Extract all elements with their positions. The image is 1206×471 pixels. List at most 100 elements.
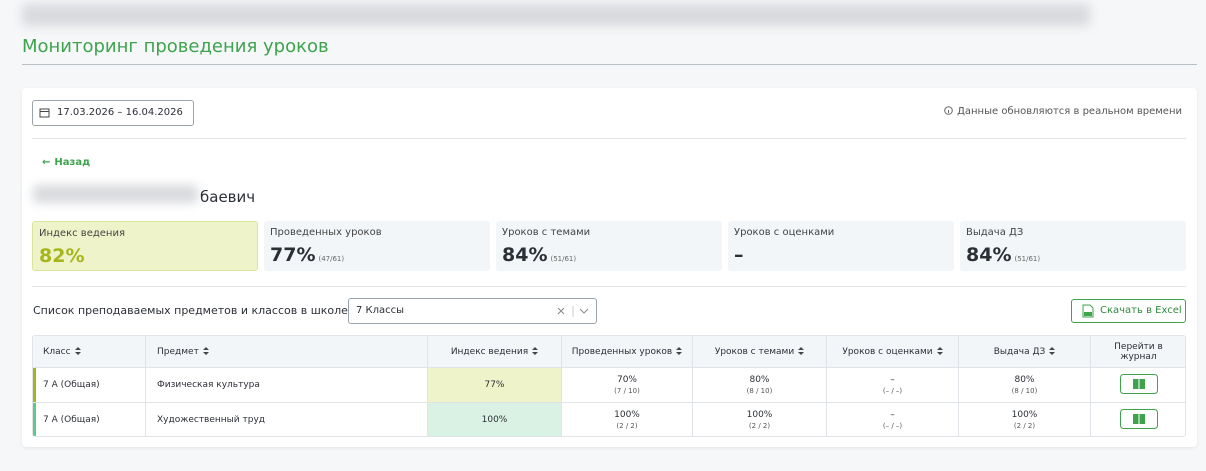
table-cell: 100% (428, 403, 562, 436)
stat-card: Уроков с оценками – (728, 221, 954, 271)
divider (22, 64, 1197, 65)
export-text: Скачать в Excel (1100, 305, 1182, 316)
cell-text: 77% (484, 380, 505, 390)
class-select[interactable]: 7 Классы (348, 298, 597, 324)
cell-text: Художественный труд (157, 415, 265, 425)
cell-value: 80% (749, 375, 770, 385)
subjects-label: Список преподаваемых предметов и классов… (33, 304, 348, 317)
stat-card: Уроков с темами 84% (51/61) (496, 221, 722, 271)
header-text[interactable]: Выдача ДЗ (994, 346, 1056, 357)
stat-detail: (51/61) (1014, 255, 1041, 263)
header-text[interactable]: Уроков с оценками (842, 346, 943, 357)
stat-percent: 82% (39, 245, 85, 267)
note-text: Данные обновляются в реальном времени (957, 106, 1182, 117)
select-controls (557, 306, 589, 317)
stat-label: Уроков с темами (502, 227, 591, 238)
column-header: Выдача ДЗ (959, 336, 1091, 368)
table-cell: 7 А (Общая) (33, 368, 146, 403)
cell-value: 70% (616, 375, 637, 385)
table-cell: – (– / –) (827, 368, 959, 403)
stat-value: – (734, 244, 948, 266)
stat-label: Индекс ведения (39, 228, 125, 239)
table-cell: 77% (428, 368, 562, 403)
table-cell: Физическая культура (146, 368, 428, 403)
lessons-table: Класс Предмет Индекс ведения Проведенных ур… (32, 335, 1186, 437)
date-range[interactable]: 17.03.2026 – 16.04.2026 (32, 100, 194, 126)
divider (32, 138, 1186, 139)
back-link[interactable]: ← Назад (42, 157, 91, 168)
table-cell: 70% (7 / 10) (562, 368, 693, 403)
column-header: Уроков с оценками (827, 336, 959, 368)
cell-value: 80% (1014, 375, 1035, 385)
stat-value: 82% (39, 245, 251, 267)
table-cell: 100% (2 / 2) (959, 403, 1091, 436)
table-cell: 7 А (Общая) (33, 403, 146, 436)
info-icon (944, 106, 953, 115)
cell-text: Физическая культура (157, 380, 260, 390)
export-button[interactable]: Скачать в Excel (1071, 299, 1186, 323)
header-text[interactable]: Предмет (157, 346, 427, 357)
row-marker (33, 368, 36, 402)
cell-detail: (– / –) (882, 387, 903, 395)
stat-label: Выдача ДЗ (966, 227, 1024, 238)
teacher-name: баевич (200, 188, 256, 206)
cell-detail: (8 / 10) (1011, 387, 1038, 395)
header-text[interactable]: Индекс ведения (451, 346, 539, 357)
stat-label: Проведенных уроков (270, 227, 382, 238)
journal-button[interactable] (1120, 408, 1158, 432)
table-cell: Художественный труд (146, 403, 428, 436)
table-cell: 80% (8 / 10) (959, 368, 1091, 403)
cell-value: 100% (1011, 410, 1038, 420)
stat-percent: 77% (270, 244, 316, 266)
realtime-note: Данные обновляются в реальном времени (944, 106, 1182, 117)
column-header: Индекс ведения (428, 336, 562, 368)
header-text[interactable]: Класс (43, 346, 145, 357)
page-title: Мониторинг проведения уроков (22, 36, 329, 57)
stat-card: Проведенных уроков 77% (47/61) (264, 221, 490, 271)
calendar-icon (39, 108, 50, 118)
journal-button[interactable] (1120, 373, 1158, 397)
select-value: 7 Классы (356, 305, 405, 316)
stat-card: Индекс ведения 82% (32, 221, 258, 271)
table-cell: – (– / –) (827, 403, 959, 436)
cell-text: 7 А (Общая) (43, 380, 100, 390)
table-cell: 80% (8 / 10) (693, 368, 827, 403)
header-text: Перейти в журнал (1114, 341, 1163, 362)
column-header: Уроков с темами (693, 336, 827, 368)
table-cell (1091, 403, 1185, 436)
stat-card: Выдача ДЗ 84% (51/61) (960, 221, 1186, 271)
column-header: Предмет (146, 336, 428, 368)
cell-detail: (2 / 2) (1013, 422, 1036, 430)
column-header: Перейти в журнал (1091, 336, 1185, 368)
column-header: Класс (33, 336, 146, 368)
blurred-name (33, 185, 198, 203)
cell-value: 100% (614, 410, 640, 420)
cell-text: 7 А (Общая) (43, 415, 100, 425)
cell-value: 100% (746, 410, 773, 420)
stat-label: Уроков с оценками (734, 227, 835, 238)
stat-value: 77% (47/61) (270, 244, 484, 266)
cell-value: – (890, 375, 895, 385)
excel-icon (1082, 304, 1094, 318)
stat-value: 84% (51/61) (502, 244, 716, 266)
cell-text: 100% (481, 415, 508, 425)
cell-value: – (890, 410, 895, 420)
stat-percent: 84% (502, 244, 548, 266)
divider (32, 286, 1186, 287)
stat-detail: (47/61) (318, 255, 345, 263)
blurred-header (22, 4, 1090, 26)
header-text[interactable]: Уроков с темами (715, 346, 805, 357)
cell-detail: (8 / 10) (746, 387, 773, 395)
back-text: Назад (54, 157, 91, 168)
cell-detail: (2 / 2) (616, 422, 638, 430)
column-header: Проведенных уроков (562, 336, 693, 368)
stat-value: 84% (51/61) (966, 244, 1180, 266)
row-marker (33, 403, 36, 436)
table-cell (1091, 368, 1185, 403)
cell-detail: (7 / 10) (614, 387, 640, 395)
table-cell: 100% (2 / 2) (693, 403, 827, 436)
stat-detail: (51/61) (550, 255, 577, 263)
header-text[interactable]: Проведенных уроков (572, 346, 683, 357)
date-text: 17.03.2026 – 16.04.2026 (57, 107, 183, 118)
